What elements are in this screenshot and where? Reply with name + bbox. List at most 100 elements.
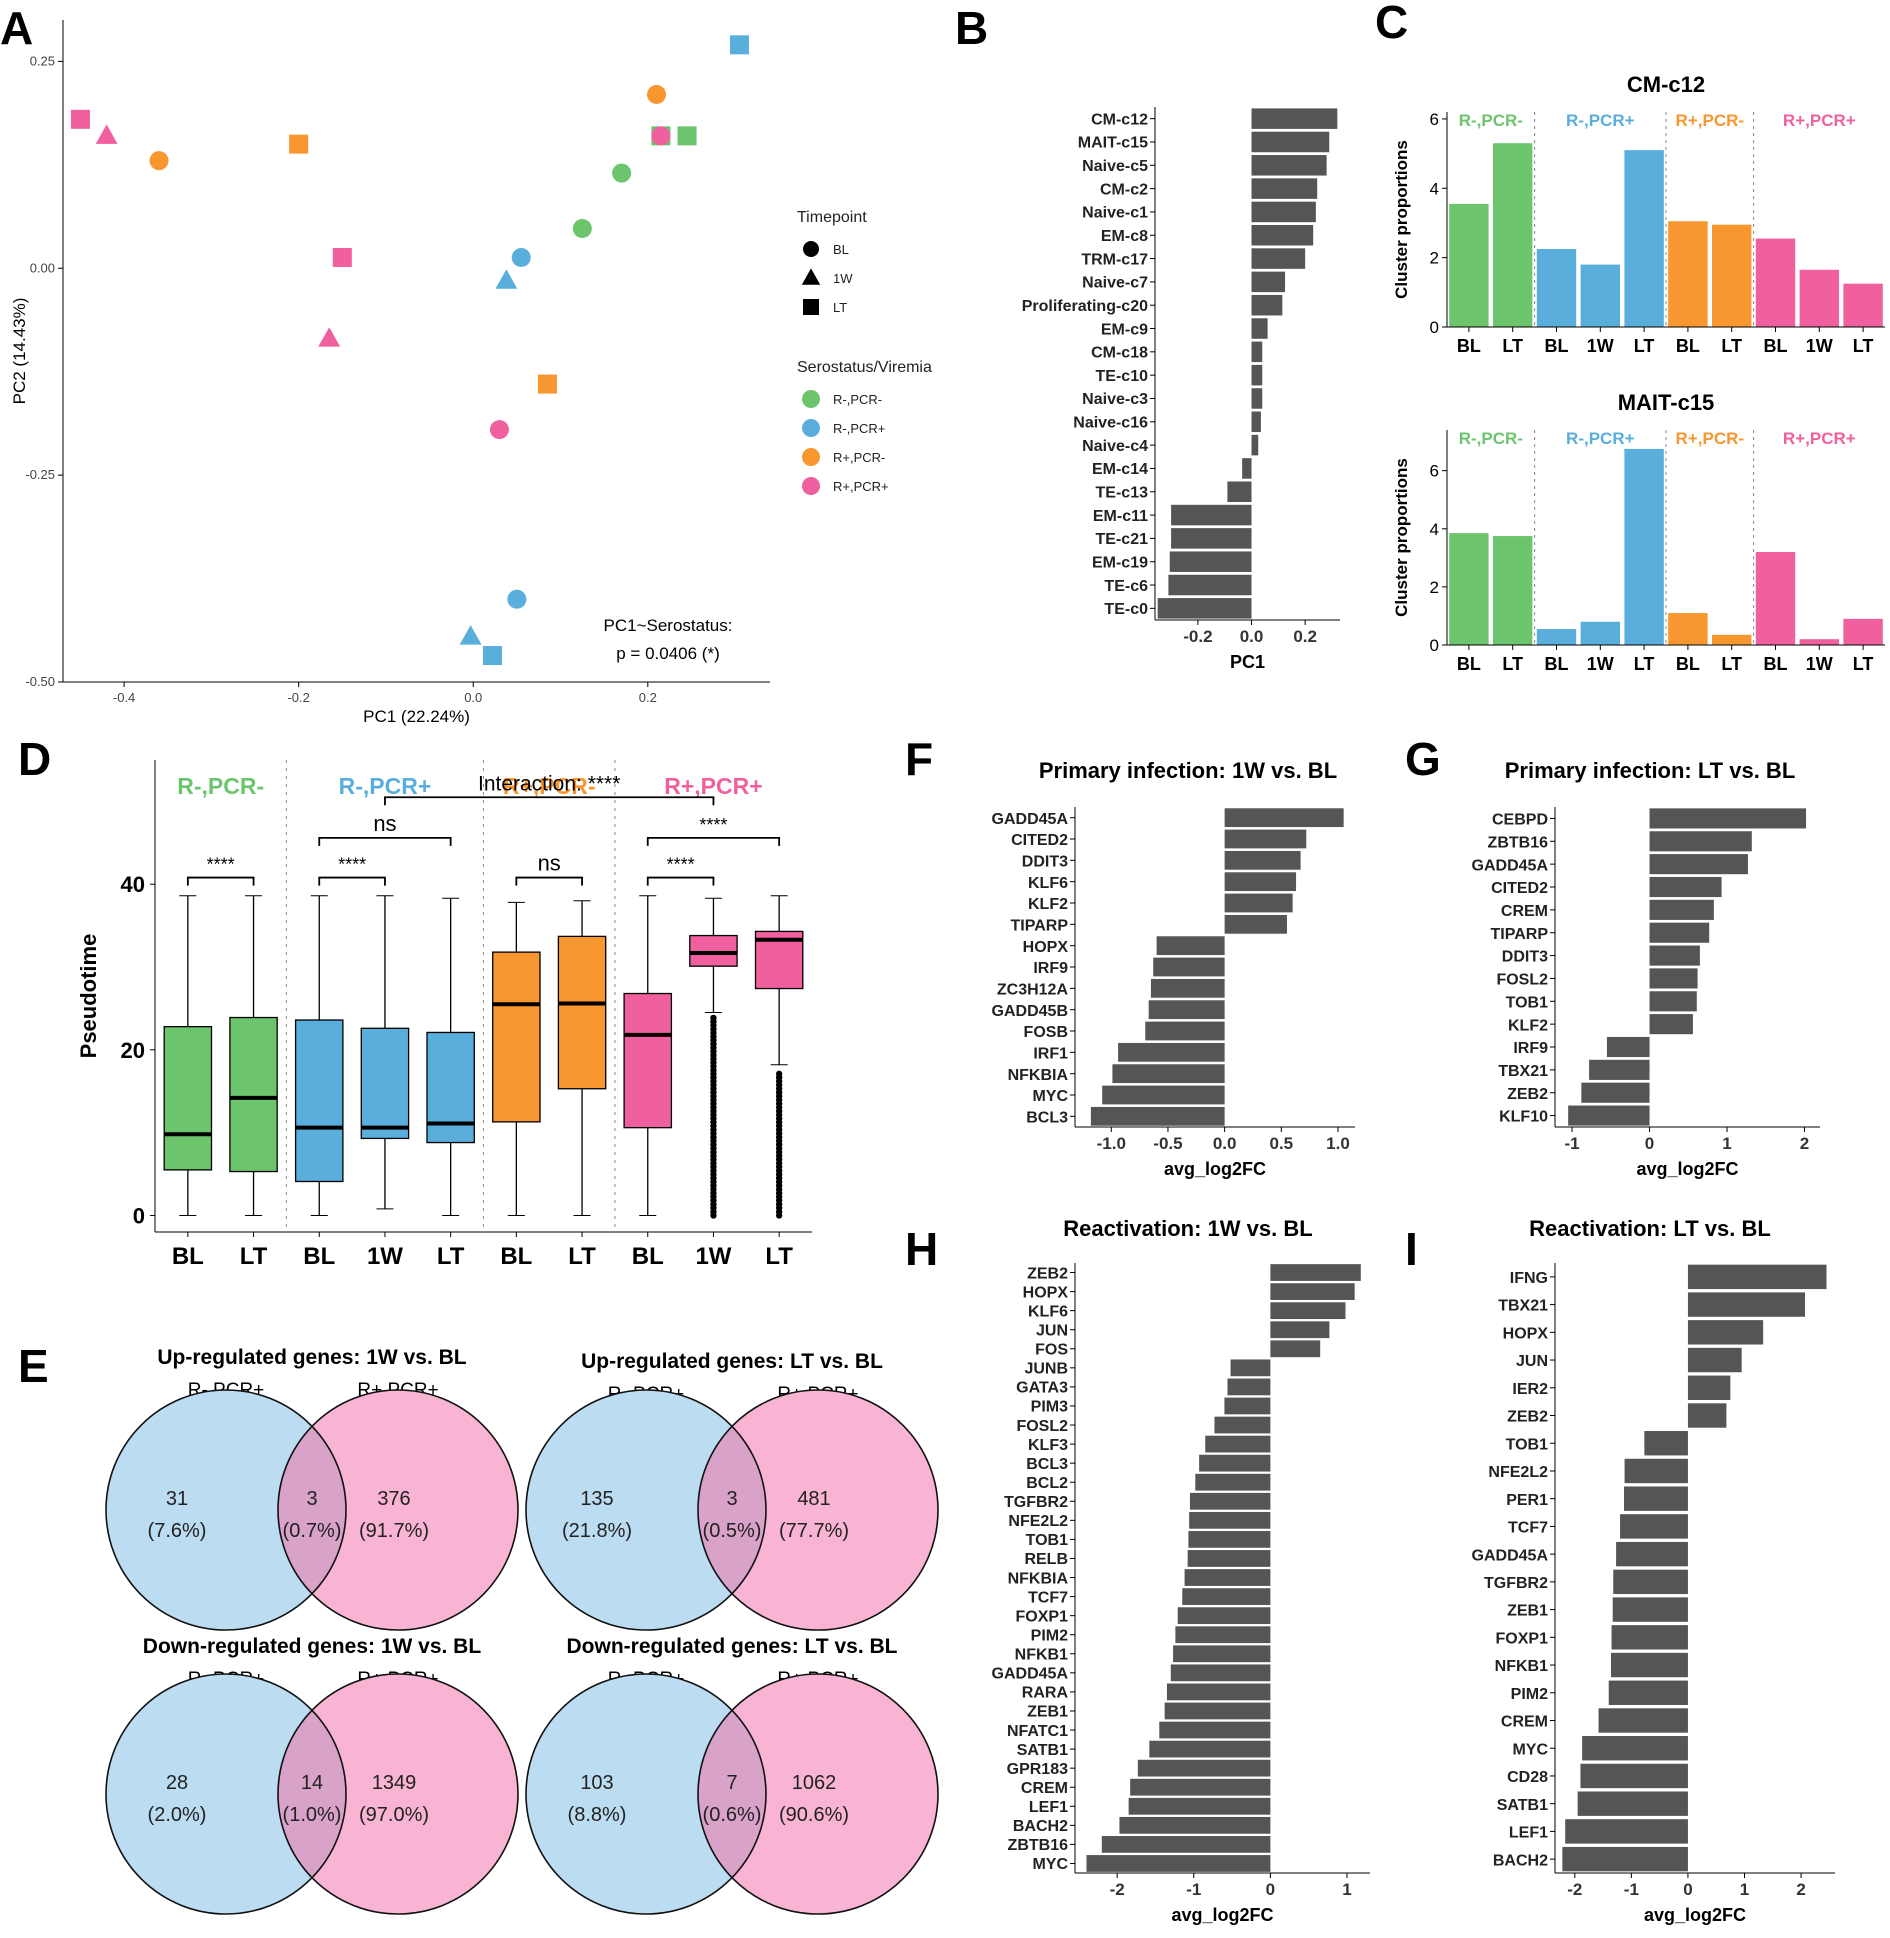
venn-left-outline: [525, 1389, 767, 1631]
box-r-pcr-lt: [426, 1031, 475, 1144]
bar-cm-c12: [1251, 108, 1338, 129]
bar-r-pcr-lt: [1624, 448, 1664, 645]
category-label: GADD45B: [992, 1003, 1068, 1020]
x-tick-label: -2: [1110, 1880, 1125, 1899]
x-tick-label: BL: [172, 1243, 204, 1270]
x-tick-label: -0.2: [1183, 627, 1212, 646]
chart-title: MAIT-c15: [1618, 390, 1715, 415]
venn-count: 14: [301, 1772, 323, 1794]
bar-proliferating-c20: [1251, 294, 1283, 316]
bar-nfatc1: [1159, 1721, 1271, 1739]
category-label: GADD45A: [1472, 857, 1549, 874]
x-tick-label: LT: [1853, 336, 1874, 356]
x-axis-title: PC1 (22.24%): [363, 707, 470, 726]
category-label: NFKB1: [1495, 1658, 1548, 1675]
bar-r-pcr-bl: [1755, 238, 1796, 327]
category-label: GADD45A: [992, 811, 1069, 828]
scatter-point: [459, 625, 482, 645]
x-tick-label: 1: [1722, 1134, 1731, 1153]
bar-r-pcr-bl: [1536, 629, 1577, 645]
category-label: NFE2L2: [1008, 1513, 1068, 1530]
bar-tob1: [1188, 1531, 1271, 1548]
x-tick-label: -2: [1567, 1880, 1582, 1899]
y-axis-title: PC2 (14.43%): [10, 298, 29, 405]
bar-r-pcr-bl: [1755, 552, 1796, 645]
bar-r-pcr-1w: [1799, 269, 1840, 327]
chart-title: Primary infection: 1W vs. BL: [1039, 758, 1337, 783]
bar-mait-c15: [1251, 131, 1330, 153]
group-label-r-pcr: R+,PCR-: [503, 773, 596, 799]
bar-naive-c4: [1251, 434, 1259, 456]
scatter-point: [289, 134, 309, 154]
group-label-r-pcr: R-,PCR-: [1459, 429, 1523, 448]
x-tick-label: 0: [1683, 1880, 1692, 1899]
venn-2: Up-regulated genes: LT vs. BLR-,PCR+R+,P…: [525, 1350, 939, 1631]
x-tick-label: BL: [1545, 654, 1569, 674]
group-label-r-pcr: R+,PCR+: [664, 773, 762, 799]
legend-label: R+,PCR+: [833, 479, 889, 494]
y-tick-label: 4: [1430, 520, 1439, 539]
bar-foxp1: [1177, 1607, 1271, 1625]
category-label: Naive-c1: [1082, 205, 1148, 222]
bar-zeb1: [1164, 1702, 1271, 1720]
panel-letter-d: D: [18, 733, 51, 785]
annotation-line-1: PC1~Serostatus:: [604, 616, 733, 635]
bar-jun: [1270, 1321, 1330, 1339]
cm-c12-proportions-chart: CM-c12 BL LT BL 1W LT BL LT BL 1W LT R-,PCR- R-,PCR+…: [1392, 72, 1885, 356]
category-label: MYC: [1032, 1088, 1068, 1105]
venn-count: 135: [580, 1488, 613, 1510]
category-label: SATB1: [1017, 1742, 1068, 1759]
x-tick-label: 0: [1645, 1134, 1654, 1153]
venn-left-outline: [105, 1389, 347, 1631]
bar-zeb2: [1270, 1264, 1361, 1281]
venn-count: 3: [726, 1488, 737, 1510]
category-label: ZEB1: [1507, 1603, 1548, 1620]
category-label: PIM2: [1031, 1627, 1068, 1644]
bar-naive-c16: [1251, 411, 1261, 433]
venn-count: 3: [306, 1488, 317, 1510]
bar-cm-c2: [1251, 178, 1318, 199]
x-tick-label: BL: [1457, 654, 1481, 674]
panel-letter-a: A: [0, 2, 33, 54]
bar-lef1: [1565, 1819, 1688, 1844]
x-tick-label: 0: [1266, 1880, 1275, 1899]
category-label: TE-c6: [1104, 578, 1148, 595]
bar-klf6: [1270, 1302, 1346, 1320]
bar-crem: [1598, 1708, 1688, 1733]
group-label-r-pcr: R-,PCR-: [177, 773, 264, 799]
x-axis-title: avg_log2FC: [1636, 1159, 1738, 1179]
chart-title: Primary infection: LT vs. BL: [1505, 758, 1796, 783]
category-label: CD28: [1507, 1769, 1548, 1786]
category-label: LEF1: [1509, 1825, 1548, 1842]
legend-shape-bl: [803, 241, 819, 257]
group-label-r-pcr: R-,PCR+: [339, 773, 432, 799]
category-label: CITED2: [1491, 880, 1548, 897]
venn-right-circle: [698, 1674, 938, 1914]
y-tick-label: 6: [1430, 110, 1439, 129]
venn-percent: (90.6%): [779, 1804, 849, 1826]
x-tick-label: LT: [1502, 654, 1523, 674]
panel-letters: A B C D E F G H I: [0, 0, 1441, 1392]
bar-bcl2: [1195, 1473, 1271, 1491]
bar-te-c13: [1227, 481, 1252, 503]
x-tick-label: 1W: [367, 1243, 403, 1270]
significance-label: Interaction: ****: [478, 772, 620, 795]
category-label: TIPARP: [1011, 917, 1069, 934]
scatter-point: [537, 374, 557, 394]
x-tick-label: LT: [1634, 336, 1655, 356]
venn-right-circle: [278, 1390, 518, 1630]
venn-1: Up-regulated genes: 1W vs. BLR-,PCR+R+,P…: [105, 1346, 519, 1631]
bar-pim2: [1175, 1626, 1271, 1644]
venn-count: 1062: [792, 1772, 837, 1794]
bar-ier2: [1687, 1375, 1731, 1400]
panel-letter-e: E: [18, 1340, 49, 1392]
box-r-pcr-1w: [360, 1027, 410, 1140]
box-r-pcr-bl: [623, 992, 673, 1129]
bar-tiparp: [1224, 914, 1287, 934]
x-tick-label: 2: [1796, 1880, 1805, 1899]
significance-bracket: [186, 876, 255, 886]
category-label: CM-c12: [1091, 111, 1148, 128]
group-label-r-pcr: R+,PCR-: [1676, 429, 1744, 448]
bar-tob1: [1649, 991, 1697, 1012]
category-label: EM-c14: [1092, 461, 1148, 478]
